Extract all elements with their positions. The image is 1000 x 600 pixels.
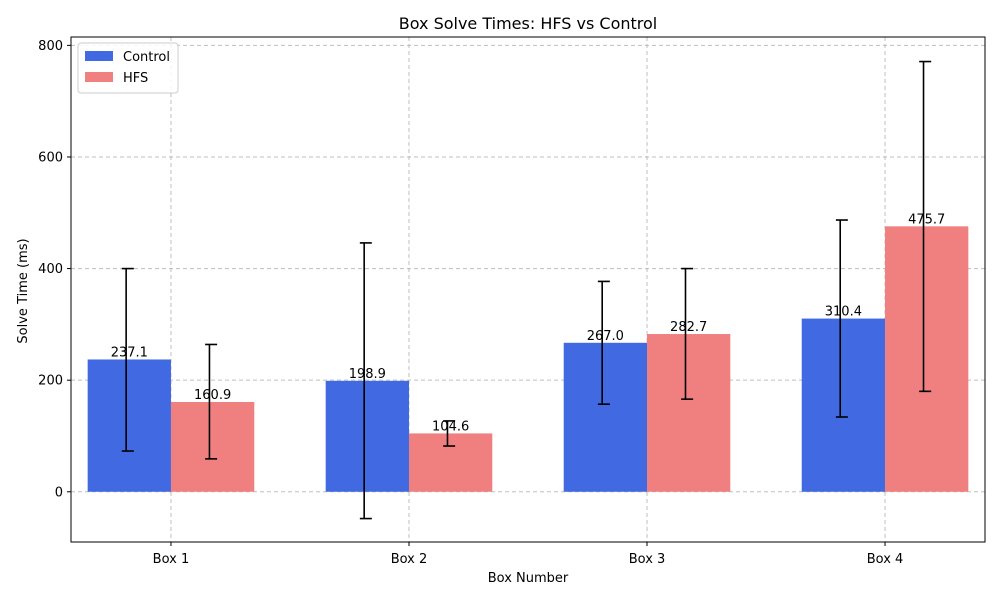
x-axis-label: Box Number <box>488 571 569 586</box>
data-labels: 237.1 198.9 267.0 310.4 160.9 104.6 282.7 475.7 <box>111 212 946 434</box>
bar-hfs <box>885 226 969 492</box>
data-label: 104.6 <box>432 419 469 434</box>
x-tick-label: Box 3 <box>629 552 666 567</box>
bar-control <box>87 359 171 492</box>
bar-control <box>325 380 409 492</box>
legend-swatch <box>85 72 113 82</box>
bars <box>87 226 969 492</box>
error-bars <box>121 60 932 520</box>
legend-swatch <box>85 51 113 61</box>
y-tick-label: 800 <box>38 39 63 54</box>
bar-control <box>801 318 886 492</box>
plot-frame <box>70 36 986 543</box>
y-tick-label: 400 <box>38 262 63 277</box>
data-label: 160.9 <box>194 388 231 403</box>
legend-label: HFS <box>123 71 148 86</box>
bar-hfs <box>408 433 493 492</box>
bar-hfs <box>170 401 255 492</box>
bar-control <box>563 342 648 492</box>
data-label: 267.0 <box>587 329 624 344</box>
x-tick-label: Box 1 <box>153 552 190 567</box>
data-label: 475.7 <box>908 212 945 227</box>
y-tick-label: 600 <box>38 150 63 165</box>
x-tick-label: Box 2 <box>391 552 428 567</box>
y-axis-label: Solve Time (ms) <box>16 238 31 343</box>
data-label: 282.7 <box>670 320 707 335</box>
data-label: 310.4 <box>825 305 862 320</box>
legend-label: Control <box>123 50 170 65</box>
y-tick-label: 0 <box>55 485 63 500</box>
chart-title: Box Solve Times: HFS vs Control <box>399 14 658 33</box>
data-label: 237.1 <box>111 345 148 360</box>
y-axis-ticks: 0 200 400 600 800 <box>38 39 71 500</box>
data-label: 198.9 <box>349 367 386 382</box>
x-tick-label: Box 4 <box>867 552 904 567</box>
y-tick-label: 200 <box>38 374 63 389</box>
legend: Control HFS <box>77 42 179 94</box>
bar-hfs <box>647 334 731 492</box>
x-axis-ticks: Box 1 Box 2 Box 3 Box 4 <box>153 542 904 567</box>
